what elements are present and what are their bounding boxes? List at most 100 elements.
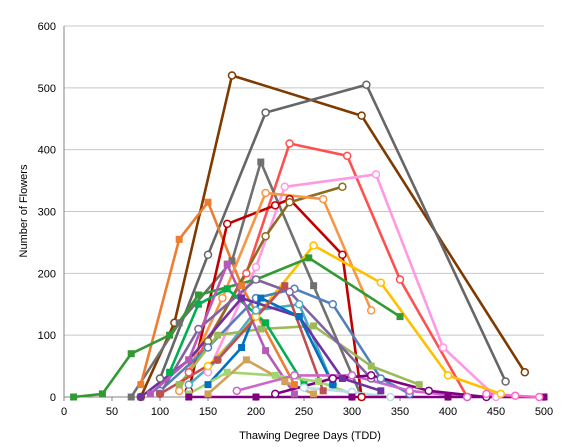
data-point bbox=[347, 371, 357, 380]
x-tick-label: 350 bbox=[391, 406, 409, 418]
data-point bbox=[310, 390, 318, 398]
data-point bbox=[366, 306, 376, 315]
data-point bbox=[174, 386, 184, 396]
data-point bbox=[376, 374, 386, 383]
data-point bbox=[281, 378, 289, 386]
data-point bbox=[203, 250, 213, 260]
y-tick-label: 0 bbox=[50, 392, 56, 404]
tick-labels: 0 100 200 300 400 500 600 0 50 100 150 200 250 300 350… bbox=[38, 21, 554, 418]
data-point bbox=[194, 300, 202, 308]
data-point bbox=[228, 257, 236, 265]
data-point bbox=[222, 219, 232, 229]
data-point bbox=[443, 371, 453, 380]
data-point bbox=[338, 374, 346, 382]
data-point bbox=[204, 198, 212, 206]
y-tick-label: 100 bbox=[38, 330, 56, 342]
data-point bbox=[290, 390, 298, 398]
x-tick-label: 500 bbox=[535, 406, 553, 418]
data-point bbox=[309, 241, 318, 250]
data-point bbox=[444, 393, 452, 401]
data-point bbox=[232, 386, 242, 396]
data-point bbox=[540, 393, 548, 401]
data-point bbox=[376, 278, 386, 287]
data-point bbox=[262, 347, 270, 355]
data-point bbox=[270, 201, 280, 210]
data-point bbox=[251, 275, 261, 284]
data-point bbox=[310, 322, 318, 330]
data-point bbox=[223, 368, 231, 376]
x-tick-label: 150 bbox=[199, 406, 217, 418]
data-point bbox=[362, 80, 371, 89]
data-point bbox=[261, 231, 270, 241]
data-point bbox=[285, 139, 294, 148]
data-point bbox=[329, 381, 337, 389]
data-point bbox=[203, 343, 213, 352]
data-point bbox=[185, 356, 193, 364]
data-point bbox=[501, 377, 510, 386]
data-point bbox=[155, 374, 165, 383]
data-point bbox=[238, 294, 246, 302]
data-point bbox=[396, 313, 404, 321]
data-point bbox=[482, 389, 491, 399]
data-point bbox=[328, 374, 338, 383]
y-tick-label: 200 bbox=[38, 268, 56, 280]
data-point bbox=[367, 362, 375, 370]
x-tick-label: 0 bbox=[61, 406, 67, 418]
data-point bbox=[257, 158, 265, 166]
y-axis-title: Number of Flowers bbox=[18, 164, 30, 257]
data-point bbox=[261, 188, 270, 198]
data-point bbox=[338, 182, 347, 192]
data-point bbox=[310, 282, 318, 290]
data-point bbox=[194, 324, 203, 334]
data-point bbox=[242, 269, 251, 278]
data-point bbox=[262, 319, 270, 327]
data-point bbox=[257, 325, 265, 333]
data-point bbox=[223, 285, 231, 293]
data-point bbox=[319, 387, 327, 395]
x-tick-label: 200 bbox=[247, 406, 265, 418]
data-point bbox=[395, 275, 405, 284]
data-point bbox=[175, 235, 183, 243]
x-tick-label: 50 bbox=[106, 406, 118, 418]
data-point bbox=[257, 294, 265, 302]
data-point bbox=[520, 368, 530, 377]
data-point bbox=[166, 331, 174, 339]
y-tick-label: 600 bbox=[38, 21, 56, 33]
data-point bbox=[238, 344, 246, 352]
data-point bbox=[252, 393, 260, 401]
data-point bbox=[137, 381, 145, 389]
data-point bbox=[285, 287, 294, 297]
data-point bbox=[194, 291, 202, 299]
data-point bbox=[290, 381, 298, 389]
x-tick-label: 300 bbox=[343, 406, 361, 418]
data-point bbox=[357, 392, 366, 402]
data-point bbox=[227, 71, 237, 80]
data-point bbox=[280, 182, 290, 192]
data-point bbox=[281, 282, 289, 290]
markers-group bbox=[70, 71, 548, 402]
data-point bbox=[405, 386, 414, 396]
data-point bbox=[357, 111, 366, 120]
data-point bbox=[371, 170, 381, 179]
series-line-4 bbox=[206, 173, 498, 399]
y-tick-label: 300 bbox=[38, 207, 56, 219]
data-point bbox=[318, 194, 328, 204]
x-tick-label: 450 bbox=[487, 406, 505, 418]
x-tick-label: 250 bbox=[295, 406, 313, 418]
data-point bbox=[203, 361, 213, 371]
data-point bbox=[251, 306, 261, 315]
y-tick-label: 400 bbox=[38, 145, 56, 157]
data-point bbox=[185, 393, 193, 401]
data-point bbox=[342, 151, 352, 161]
data-point bbox=[348, 393, 356, 401]
series-line-20 bbox=[158, 284, 325, 396]
data-point bbox=[294, 300, 304, 309]
data-point bbox=[366, 371, 376, 380]
data-point bbox=[242, 356, 250, 364]
data-point bbox=[146, 390, 154, 398]
data-point bbox=[271, 371, 279, 379]
data-point bbox=[204, 390, 212, 398]
data-point bbox=[261, 108, 270, 117]
